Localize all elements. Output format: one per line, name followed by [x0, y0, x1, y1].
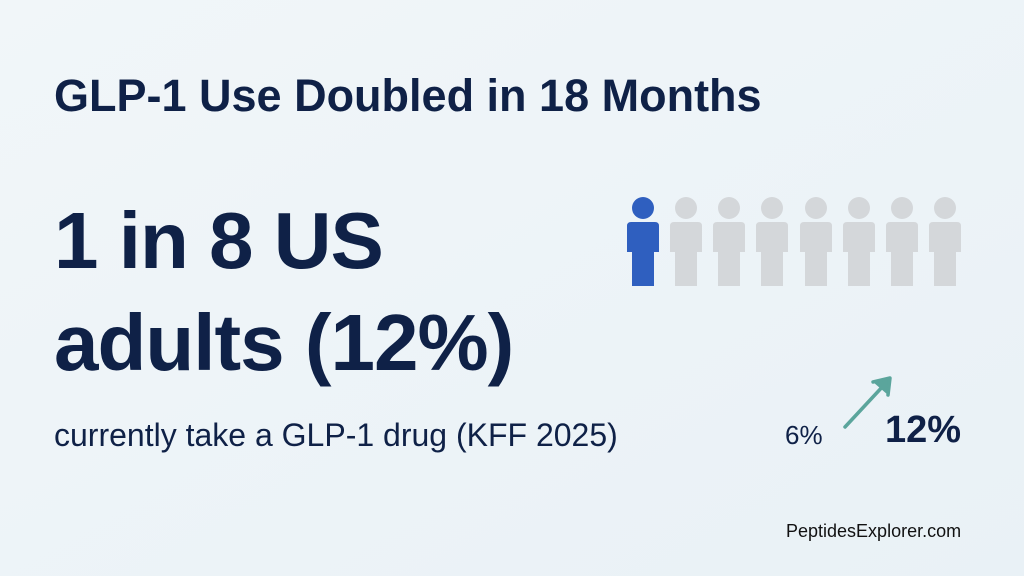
- arrow: [843, 376, 892, 429]
- subtitle: currently take a GLP-1 drug (KFF 2025): [54, 417, 618, 453]
- headline-line: adults (12%): [54, 298, 513, 387]
- change-to: 12%: [885, 409, 961, 451]
- headline-line: 1 in 8 US: [54, 196, 383, 285]
- title: GLP-1 Use Doubled in 18 Months: [54, 70, 762, 121]
- footer: PeptidesExplorer.com: [786, 521, 961, 541]
- change-from: 6%: [785, 420, 823, 450]
